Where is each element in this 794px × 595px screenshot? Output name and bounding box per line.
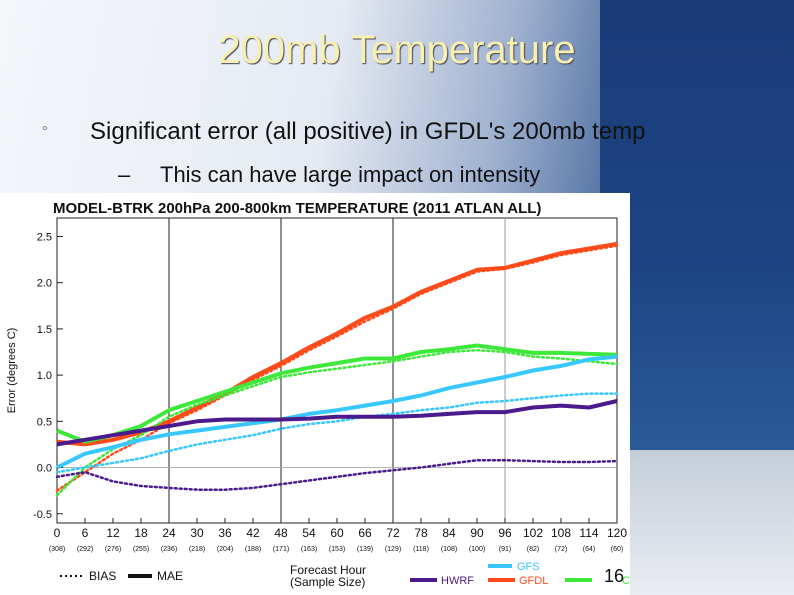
slide-background-panel	[600, 0, 794, 450]
series-line-mae-hwrf	[56, 399, 618, 447]
sample-size-label: (276)	[105, 546, 121, 553]
y-axis-label: Error (degrees C)	[6, 328, 18, 414]
x-tick-label: 102	[523, 526, 543, 540]
x-tick-label: 18	[134, 526, 148, 540]
x-tick-label: 6	[82, 526, 89, 540]
sub-bullet-text: This can have large impact on intensity	[160, 162, 541, 187]
x-tick-label: 60	[330, 526, 344, 540]
x-tick-label: 24	[162, 526, 176, 540]
x-tick-label: 54	[302, 526, 316, 540]
legend-hwrf-label: HWRF	[441, 575, 474, 587]
x-tick-label: 30	[190, 526, 204, 540]
x-axis-label: Forecast Hour	[290, 563, 366, 577]
y-tick-label: 0.5	[37, 416, 52, 428]
sample-size-label: (64)	[583, 546, 595, 553]
sample-size-label: (163)	[301, 546, 317, 553]
x-tick-label: 108	[551, 526, 571, 540]
series-line-bias-hwrf	[55, 458, 619, 491]
x-tick-label: 78	[414, 526, 428, 540]
chart-image: MODEL-BTRK 200hPa 200-800km TEMPERATURE …	[0, 193, 630, 595]
y-tick-label: 0.0	[37, 463, 52, 475]
x-tick-label: 120	[607, 526, 627, 540]
y-tick-label: 2.5	[37, 231, 52, 243]
legend-bias-label: BIAS	[89, 569, 116, 583]
x-tick-label: 96	[498, 526, 512, 540]
sample-size-label: (91)	[499, 546, 511, 553]
chart-title: MODEL-BTRK 200hPa 200-800km TEMPERATURE …	[53, 200, 541, 217]
series-line-mae-gfs	[56, 354, 618, 470]
x-tick-label: 42	[246, 526, 260, 540]
x-tick-label: 48	[274, 526, 288, 540]
sample-size-label: (171)	[273, 546, 289, 553]
y-tick-label: 1.5	[37, 324, 52, 336]
series-line-bias-gfs	[55, 392, 619, 474]
bullet-text: Significant error (all positive) in GFDL…	[90, 118, 646, 145]
y-tick-label: -0.5	[33, 509, 52, 521]
page-number: 16	[604, 566, 625, 586]
series-line-mae-gfdl	[56, 241, 618, 447]
sample-size-label: (218)	[189, 546, 205, 553]
sample-size-label: (100)	[469, 546, 485, 553]
sample-size-label: (60)	[611, 546, 623, 553]
sample-size-label: (188)	[245, 546, 261, 553]
legend-gfs-label: GFS	[517, 561, 540, 573]
sample-size-label: (82)	[527, 546, 539, 553]
x-tick-label: 66	[358, 526, 372, 540]
legend-mae-label: MAE	[157, 569, 183, 583]
x-tick-label: 90	[470, 526, 484, 540]
legend-gfdl-label: GFDL	[519, 575, 548, 587]
sample-size-label: (292)	[77, 546, 93, 553]
y-tick-label: 1.0	[37, 370, 52, 382]
x-tick-label: 36	[218, 526, 232, 540]
sub-bullet-marker-icon: –	[118, 162, 131, 187]
sample-size-label: (236)	[161, 546, 177, 553]
chart-svg: MODEL-BTRK 200hPa 200-800km TEMPERATURE …	[6, 200, 630, 589]
x-tick-label: 84	[442, 526, 456, 540]
sample-size-label: (153)	[329, 546, 345, 553]
sample-size-label: (118)	[413, 546, 429, 553]
sample-size-label: (308)	[49, 546, 65, 553]
sample-size-label: (139)	[357, 546, 373, 553]
bullet-marker-icon: ◦	[42, 120, 48, 137]
x-tick-label: 0	[54, 526, 61, 540]
slide-background-panel-lower	[630, 450, 794, 595]
series-line-bias-gfdl	[55, 244, 619, 492]
x-tick-label: 114	[579, 526, 598, 540]
x-tick-label: 72	[386, 526, 400, 540]
x-tick-label: 12	[106, 526, 120, 540]
sample-size-label: (204)	[217, 546, 233, 553]
sample-size-label: (129)	[385, 546, 401, 553]
legend-ctc-label: C	[622, 575, 630, 587]
sample-size-label: (108)	[441, 546, 457, 553]
slide-title: 200mb Temperature	[218, 28, 576, 72]
sample-size-label: (255)	[133, 546, 149, 553]
x-axis-sample-size-label: (Sample Size)	[290, 575, 365, 589]
sample-size-label: (72)	[555, 546, 567, 553]
y-tick-label: 2.0	[37, 278, 52, 290]
series-line-mae-ctc	[56, 343, 618, 444]
